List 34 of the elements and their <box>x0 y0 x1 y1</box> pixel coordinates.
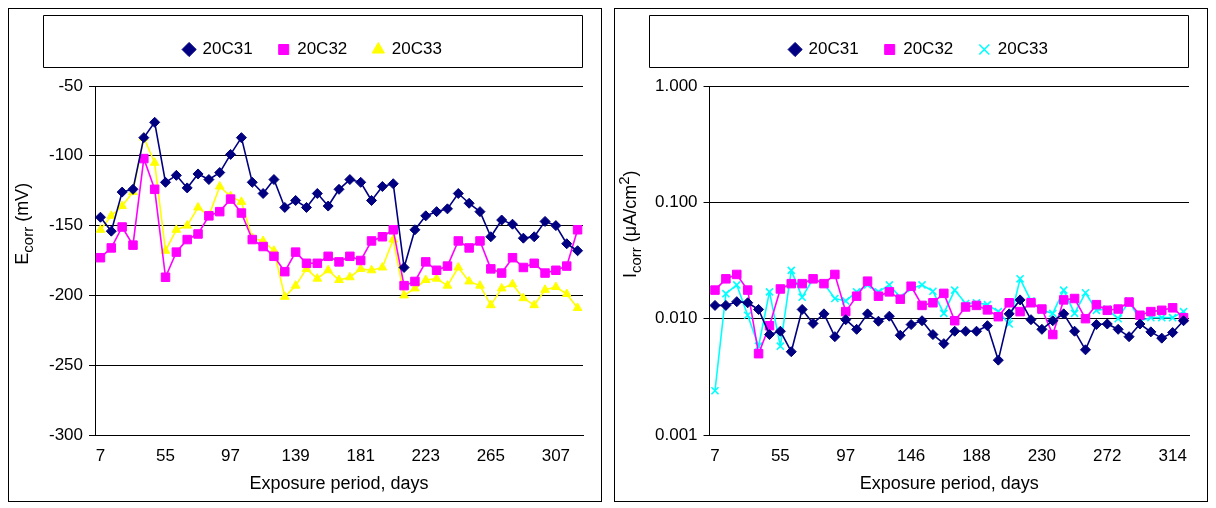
x-tick-label: 230 <box>1027 445 1057 465</box>
legend-label: 20C33 <box>391 39 442 59</box>
x-tick-label: 181 <box>346 445 375 465</box>
x-tick-label: 265 <box>476 445 506 465</box>
y-tick-label: -250 <box>48 354 84 374</box>
legend-label: 20C32 <box>297 39 348 59</box>
x-tick-label: 223 <box>411 445 440 465</box>
legend-label: 20C31 <box>808 39 859 59</box>
y-tick-label: -50 <box>58 75 84 95</box>
x-tick-label: 272 <box>1093 445 1122 465</box>
x-tick-label: 139 <box>281 445 310 465</box>
x-axis-title: Exposure period, days <box>249 473 429 494</box>
x-tick-label: 146 <box>896 445 926 465</box>
x-tick-label: 55 <box>770 445 790 465</box>
legend-label: 20C33 <box>997 39 1048 59</box>
x-tick-label: 188 <box>962 445 991 465</box>
legend-label: 20C31 <box>202 39 253 59</box>
y-tick-label: 0.010 <box>654 308 698 328</box>
x-axis-title: Exposure period, days <box>859 473 1039 494</box>
x-tick-label: 97 <box>221 445 241 465</box>
y-tick-label: 1.000 <box>654 75 698 95</box>
legend-label: 20C32 <box>903 39 954 59</box>
x-tick-label: 7 <box>95 445 106 465</box>
y-tick-label: 0.100 <box>654 192 698 212</box>
y-tick-label: 0.001 <box>654 424 698 444</box>
x-tick-label: 7 <box>710 445 720 465</box>
x-tick-label: 97 <box>836 445 856 465</box>
x-tick-label: 314 <box>1158 445 1187 465</box>
y-tick-label: -150 <box>48 215 84 235</box>
y-tick-label: -100 <box>48 145 84 165</box>
y-tick-label: -300 <box>48 424 84 444</box>
y-tick-label: -200 <box>48 285 84 305</box>
x-tick-label: 55 <box>156 445 175 465</box>
x-tick-label: 307 <box>541 445 571 465</box>
